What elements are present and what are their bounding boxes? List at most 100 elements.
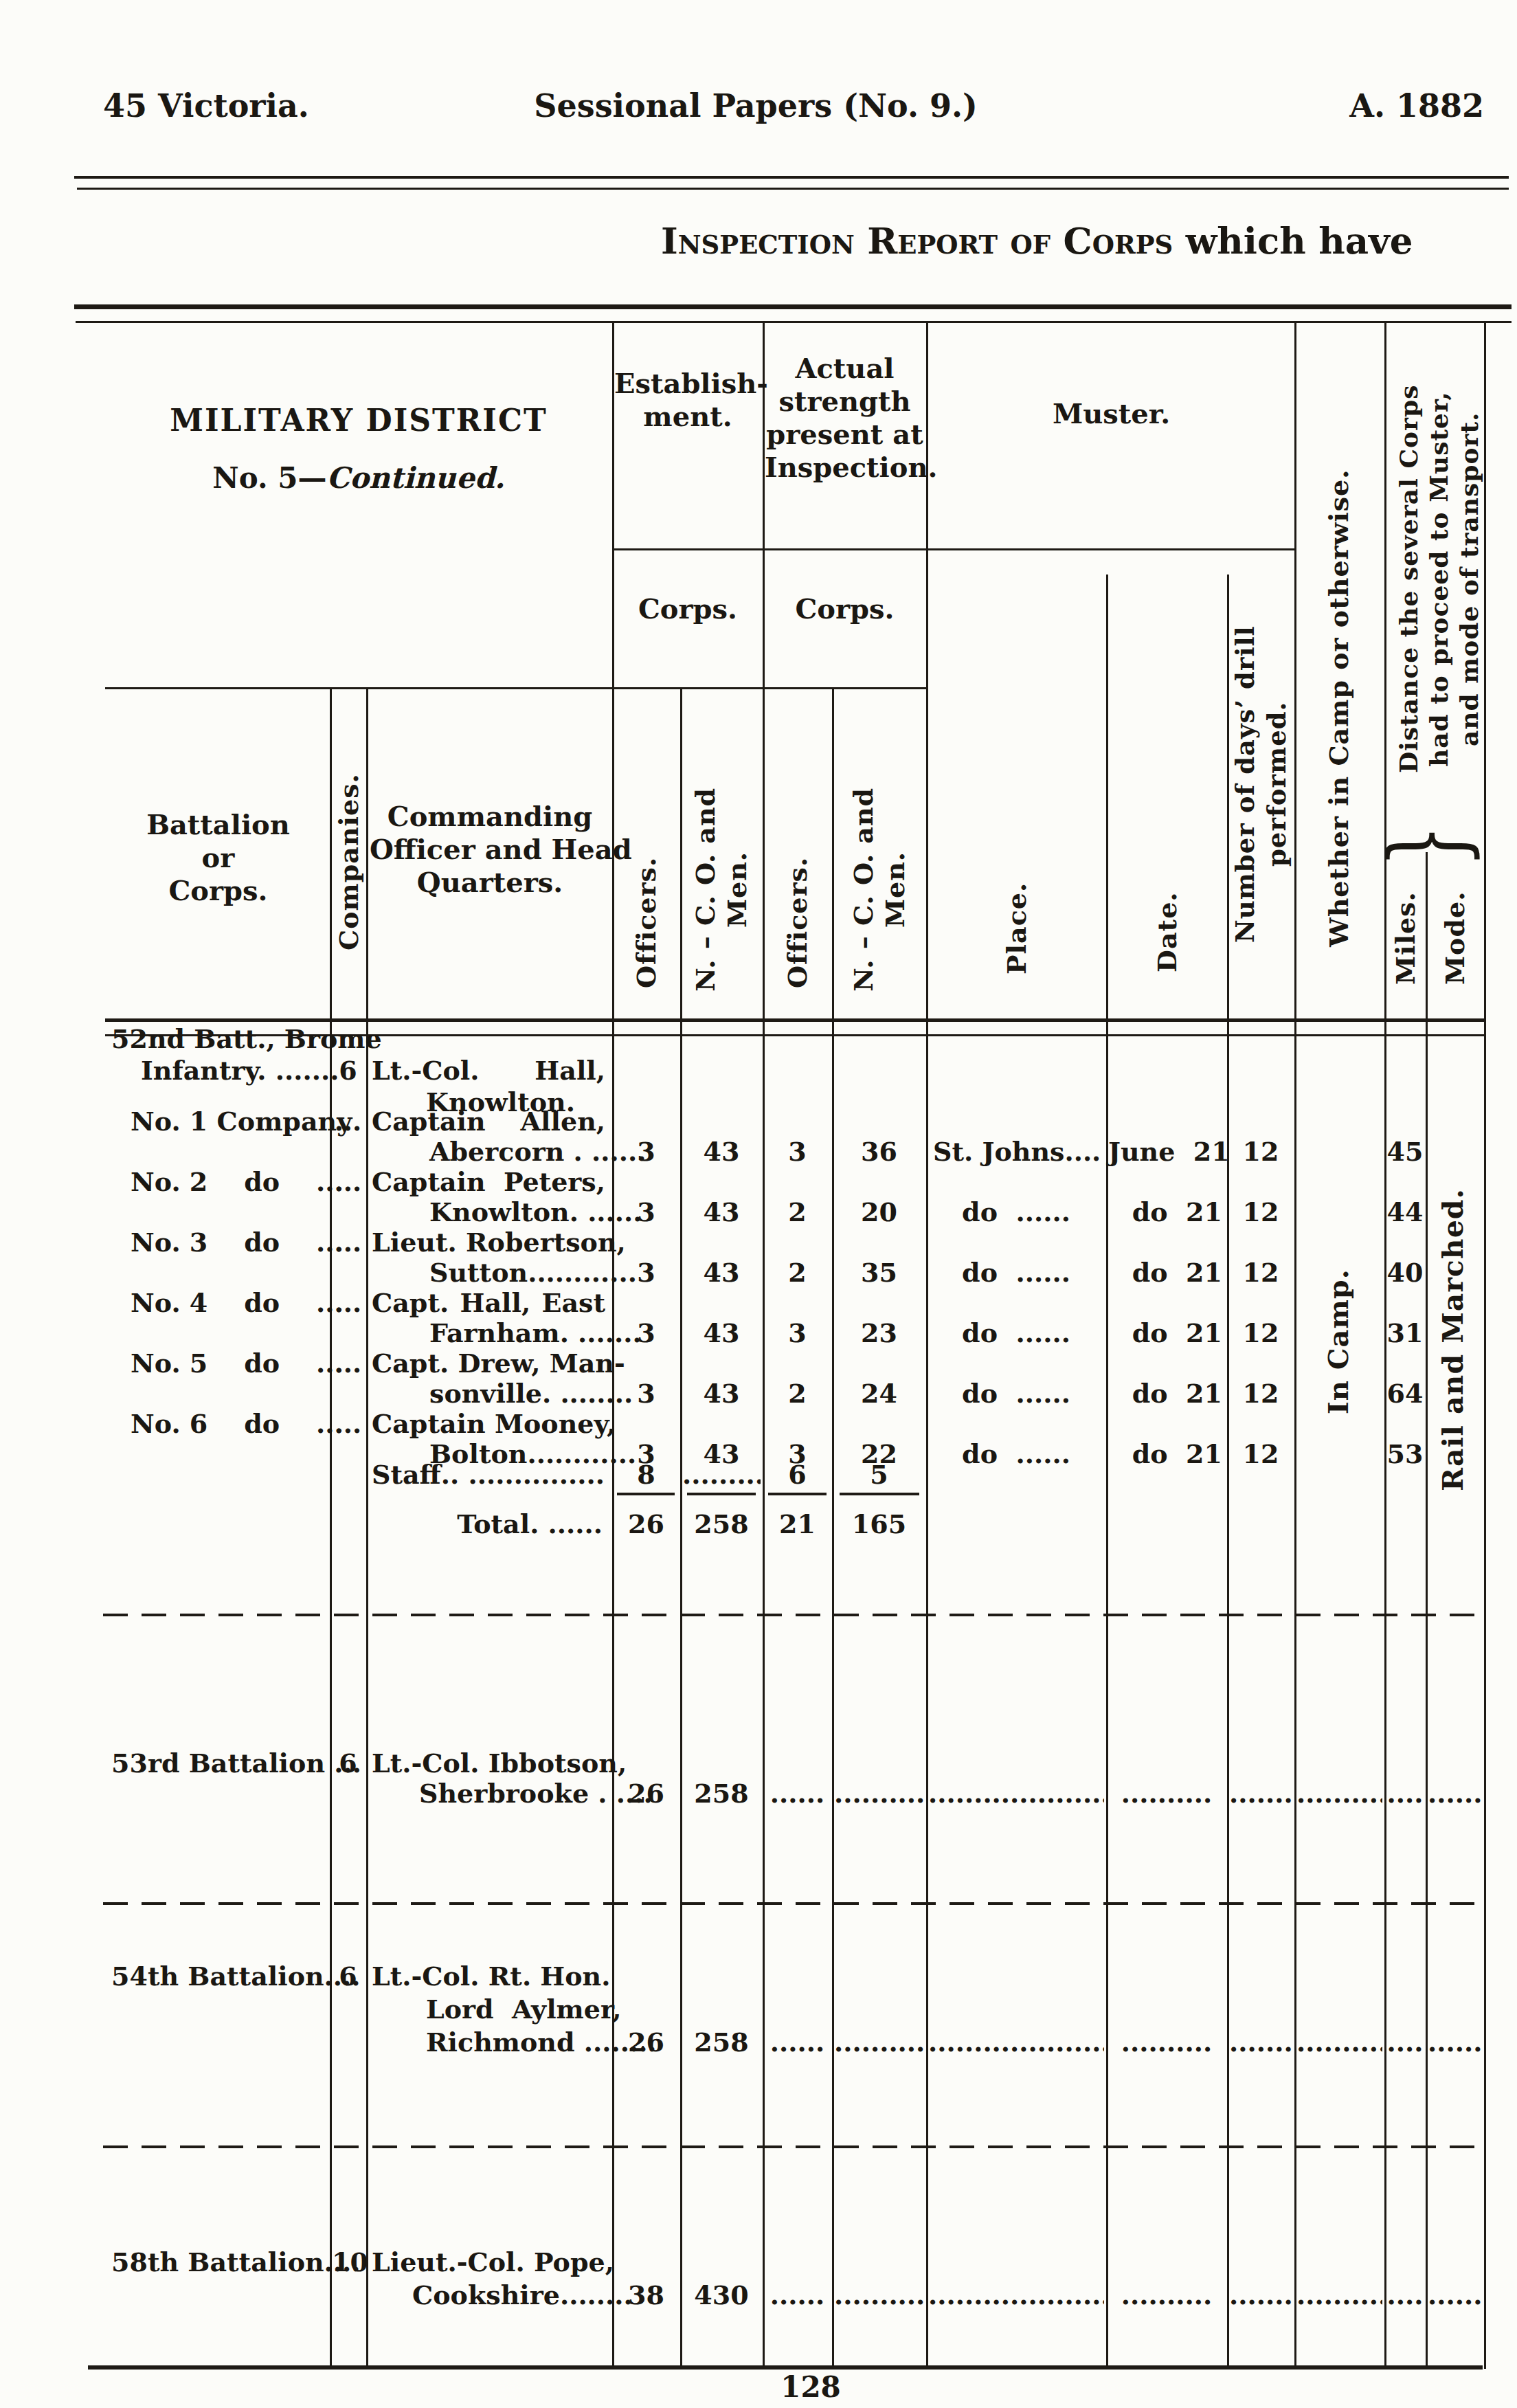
row-miles: 31: [1386, 1318, 1424, 1348]
est-officers-head: Officers.: [631, 842, 661, 1003]
district-subtitle-no: No. 5—: [212, 461, 326, 495]
running-head-left: 45 Victoria.: [103, 88, 309, 124]
row-est-ncom: 43: [682, 1379, 761, 1409]
b52-cmd-1: Lt.-Col. Hall,: [372, 1056, 605, 1086]
est-group-line1: Establish-: [614, 367, 761, 400]
table-top-rule-heavy: [74, 304, 1512, 309]
whether-head: Whether in Camp or otherwise.: [1323, 412, 1356, 1003]
b58-fill: .....................: [928, 2280, 1104, 2310]
row-commanding-2: Sutton............: [429, 1258, 637, 1288]
row-drill: 12: [1229, 1318, 1292, 1348]
est-group-line2: ment.: [614, 400, 761, 433]
row-date: do 21: [1108, 1439, 1222, 1469]
page-number: 128: [721, 2372, 900, 2403]
act-officers-head: Officers.: [782, 842, 812, 1003]
row-est-officers: 3: [614, 1258, 678, 1288]
row-miles: 53: [1386, 1439, 1424, 1469]
row-act-ncom: 36: [834, 1137, 924, 1167]
row-battalion: No. 3 do ...: [131, 1227, 344, 1258]
b52-name-2: Infantry. .......: [141, 1056, 339, 1086]
b53-fill: ......: [765, 1779, 830, 1809]
row-date: do 21: [1108, 1197, 1222, 1227]
act-ncom-head-2: Men.: [879, 851, 910, 927]
page-title-caps: Inspection Report of Corps: [661, 219, 1173, 262]
row-act-officers: 2: [765, 1197, 830, 1227]
total-act-officers: 21: [765, 1509, 830, 1539]
rule-under-group-heads: [612, 548, 1296, 550]
b58-est-officers: 38: [614, 2280, 678, 2310]
b53-fill: ..........: [834, 1779, 924, 1809]
row-est-ncom: 43: [682, 1258, 761, 1288]
row-commanding-2: Knowlton. ......: [429, 1197, 642, 1227]
corps-label-act: Corps.: [765, 592, 925, 625]
b53-cmd-1: Lt.-Col. Ibbotson,: [372, 1748, 605, 1779]
row-est-officers: 3: [614, 1379, 678, 1409]
staff-act-officers: 6: [765, 1460, 830, 1490]
row-est-ncom: 43: [682, 1318, 761, 1348]
district-subtitle: No. 5—Continued.: [118, 462, 599, 495]
b53-fill: ..........: [1108, 1779, 1225, 1809]
b54-est-ncom: 258: [682, 2027, 761, 2058]
row-commanding-1: Captain Peters,: [372, 1167, 605, 1197]
act-ncom-head-1: N. – C. O. and: [848, 787, 879, 991]
divider-place-date: [1106, 575, 1108, 2369]
row-place: do ......: [928, 1197, 1104, 1227]
b58-cmd-1: Lieut.-Col. Pope,: [372, 2247, 605, 2277]
row-battalion: No. 4 do ...: [131, 1288, 344, 1318]
b54-fill: ....: [1386, 2027, 1424, 2058]
act-ncom-head: N. – C. O. and Men.: [848, 775, 911, 1003]
divider-companies-commanding: [366, 687, 368, 2369]
row-battalion: No. 5 do ...: [131, 1348, 344, 1379]
corps-label-est: Corps.: [614, 592, 761, 625]
distance-head-3: and mode of transport.: [1454, 412, 1483, 746]
row-est-ncom: 43: [682, 1197, 761, 1227]
row-commanding-1: Lieut. Robertson,: [372, 1227, 605, 1258]
row-act-officers: 3: [765, 1318, 830, 1348]
row-companies-dots: ...: [332, 1106, 364, 1137]
row-est-ncom: 43: [682, 1137, 761, 1167]
staff-est-officers: 8: [614, 1460, 678, 1490]
b54-companies: 6: [332, 1961, 364, 1992]
block-separator: [103, 1614, 1485, 1616]
b58-companies: 10: [332, 2247, 364, 2277]
commanding-head-1: Commanding: [370, 800, 610, 833]
row-place: St. Johns....: [933, 1137, 1101, 1167]
b52-name-1: 52nd Batt., Brome: [111, 1024, 382, 1054]
district-subtitle-continued: Continued.: [327, 461, 505, 495]
total-est-officers: 26: [614, 1509, 678, 1539]
total-sum-line: [768, 1493, 827, 1495]
row-companies-dots: ...: [332, 1348, 364, 1379]
b54-name: 54th Battalion....: [111, 1961, 361, 1992]
row-act-officers: 3: [765, 1137, 830, 1167]
b58-fill: ..........: [1108, 2280, 1225, 2310]
b53-fill: .....................: [928, 1779, 1104, 1809]
row-act-ncom: 20: [834, 1197, 924, 1227]
row-miles: 40: [1386, 1258, 1424, 1288]
b54-est-officers: 26: [614, 2027, 678, 2058]
row-place: do ......: [928, 1439, 1104, 1469]
block-separator: [103, 2145, 1485, 2148]
total-sum-line: [617, 1493, 675, 1495]
b53-name: 53rd Battalion ...: [111, 1748, 361, 1779]
row-place: do ......: [928, 1258, 1104, 1288]
commanding-head-2: Officer and Head: [370, 833, 610, 866]
scanned-page: 45 Victoria. Sessional Papers (No. 9.) A…: [0, 0, 1517, 2408]
b58-fill: ..........: [834, 2280, 924, 2310]
staff-est-ncom: .........: [682, 1460, 761, 1490]
commanding-head-3: Quarters.: [370, 866, 610, 899]
district-title: MILITARY DISTRICT: [118, 404, 599, 437]
b54-fill: ..........: [1108, 2027, 1225, 2058]
b58-name: 58th Battalion....: [111, 2247, 361, 2277]
row-miles: 45: [1386, 1137, 1424, 1167]
muster-group-label: Muster.: [928, 397, 1294, 430]
row-drill: 12: [1229, 1258, 1292, 1288]
row-companies-dots: ...: [332, 1167, 364, 1197]
b54-fill: .......: [1229, 2027, 1292, 2058]
row-commanding-1: Capt. Drew, Man-: [372, 1348, 605, 1379]
row-est-officers: 3: [614, 1318, 678, 1348]
table-right-border: [1484, 321, 1486, 2369]
b53-fill: ..........: [1296, 1779, 1382, 1809]
row-act-officers: 2: [765, 1379, 830, 1409]
row-commanding-1: Captain Mooney,: [372, 1409, 605, 1439]
b58-fill: ......: [1428, 2280, 1482, 2310]
